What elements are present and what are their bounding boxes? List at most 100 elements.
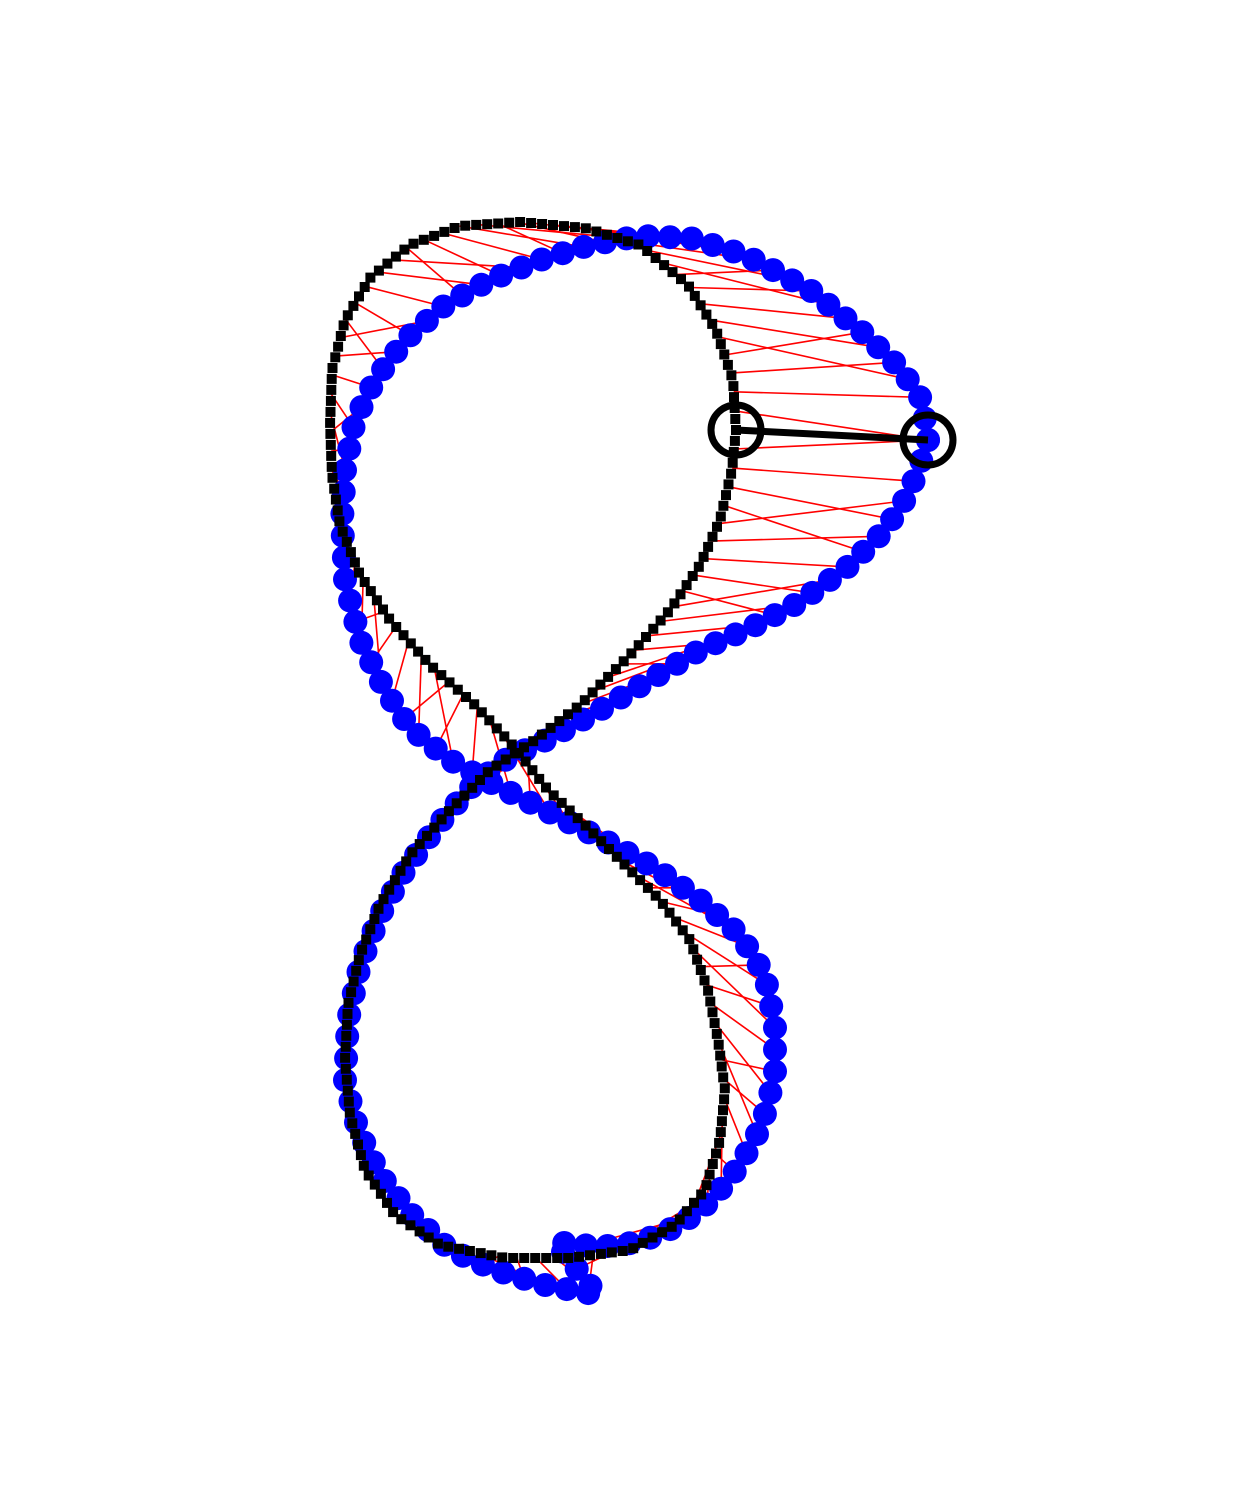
reference-point: [726, 370, 737, 381]
reference-point: [332, 505, 343, 516]
reference-point: [341, 536, 352, 547]
reference-point: [335, 331, 346, 341]
reference-point: [414, 1226, 425, 1237]
reference-point: [610, 664, 621, 675]
reference-point: [612, 233, 623, 243]
reference-point: [493, 218, 504, 229]
reference-point: [413, 646, 424, 657]
query-point: [833, 306, 858, 331]
query-point: [679, 226, 704, 251]
reference-point: [711, 1028, 722, 1039]
reference-point: [618, 656, 629, 667]
query-point: [741, 247, 766, 272]
reference-point: [671, 916, 682, 927]
query-point: [646, 663, 671, 687]
reference-point: [469, 699, 480, 710]
reference-point: [399, 244, 410, 255]
query-point: [431, 294, 456, 319]
reference-point: [698, 551, 709, 562]
reference-point: [574, 1251, 585, 1262]
reference-curve: [325, 217, 741, 1263]
query-point: [338, 588, 363, 613]
reference-point: [423, 1232, 434, 1243]
query-point: [489, 263, 514, 288]
reference-point: [373, 265, 384, 276]
reference-point: [375, 1188, 386, 1199]
reference-point: [330, 494, 341, 505]
reference-point: [662, 607, 673, 618]
query-point: [333, 567, 357, 592]
match-line: [692, 948, 776, 1029]
reference-point: [508, 1253, 519, 1263]
highlighted-match: [707, 401, 957, 469]
reference-point: [637, 1237, 648, 1248]
reference-point: [365, 924, 376, 935]
reference-point: [580, 223, 591, 234]
reference-point: [707, 1159, 718, 1169]
reference-point: [650, 253, 661, 263]
query-point: [734, 1141, 759, 1166]
match-line: [417, 655, 423, 735]
reference-point: [713, 1039, 724, 1050]
reference-point: [396, 1214, 407, 1225]
reference-point: [391, 622, 402, 632]
reference-point: [718, 1105, 728, 1116]
query-point: [754, 972, 779, 997]
reference-point: [432, 1238, 443, 1249]
reference-point: [729, 392, 739, 403]
reference-point: [358, 1160, 369, 1171]
reference-point: [451, 798, 462, 809]
reference-point: [712, 521, 722, 532]
reference-point: [420, 654, 431, 665]
query-point: [349, 630, 374, 655]
reference-point: [348, 976, 359, 987]
reference-point: [545, 722, 556, 733]
reference-point: [497, 1252, 508, 1263]
reference-point: [443, 1241, 454, 1252]
reference-point: [664, 907, 675, 918]
reference-point: [647, 1232, 658, 1243]
query-point: [359, 375, 384, 400]
reference-point: [482, 219, 493, 230]
reference-point: [429, 230, 440, 241]
match-line: [718, 336, 908, 381]
reference-point: [564, 805, 575, 816]
reference-point: [449, 223, 460, 233]
reference-point: [726, 468, 737, 479]
reference-point: [675, 589, 686, 600]
reference-point: [693, 561, 704, 572]
reference-point: [704, 1169, 715, 1180]
query-point: [359, 650, 384, 675]
reference-point: [580, 820, 591, 831]
reference-point: [378, 604, 388, 615]
query-point: [763, 1015, 787, 1040]
reference-point: [405, 1220, 416, 1231]
query-point: [892, 488, 917, 513]
reference-point: [519, 742, 529, 753]
reference-point: [714, 1137, 725, 1148]
reference-point: [326, 450, 337, 461]
match-line: [672, 916, 748, 948]
reference-point: [500, 754, 511, 765]
reference-point: [669, 598, 680, 609]
reference-point: [325, 417, 336, 428]
match-line: [441, 232, 542, 261]
match-line: [671, 579, 831, 608]
match-line: [723, 504, 864, 553]
reference-point: [595, 679, 606, 690]
reference-point: [628, 1243, 639, 1254]
query-point: [800, 580, 825, 605]
reference-point: [334, 516, 345, 527]
query-point: [746, 952, 771, 977]
query-point: [880, 507, 905, 532]
reference-point: [712, 328, 723, 339]
reference-point: [341, 1074, 352, 1085]
query-point: [780, 268, 805, 293]
query-point: [392, 707, 417, 731]
highlight-line: [735, 426, 929, 444]
query-point: [590, 696, 614, 721]
reference-point: [718, 500, 729, 511]
reference-point: [354, 567, 364, 578]
